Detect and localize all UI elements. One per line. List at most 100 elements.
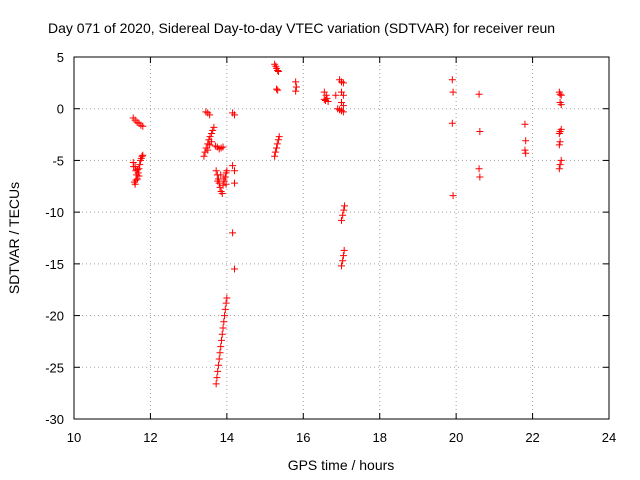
y-tick-label: -15: [45, 257, 64, 272]
x-tick-labels: 10 12 14 16 18 20 22 24: [67, 430, 616, 445]
data-point: [229, 229, 237, 237]
data-point: [556, 161, 564, 169]
data-point: [274, 67, 282, 75]
data-point: [274, 136, 282, 144]
x-tick-label: 10: [67, 430, 81, 445]
data-point: [217, 171, 225, 179]
data-point: [556, 138, 564, 146]
data-point: [557, 125, 565, 133]
data-point: [340, 206, 348, 214]
data-point: [557, 101, 565, 109]
data-point: [338, 99, 345, 107]
data-point: [219, 324, 227, 332]
data-point: [292, 87, 300, 95]
data-point: [135, 172, 143, 180]
data-point: [322, 91, 330, 99]
data-point: [219, 143, 227, 151]
data-point: [274, 86, 282, 94]
data-point: [206, 111, 214, 119]
data-point: [339, 102, 347, 110]
data-point: [231, 265, 238, 273]
data-point: [340, 246, 348, 254]
data-point: [218, 190, 226, 198]
data-point: [557, 91, 565, 99]
data-point: [475, 90, 483, 98]
data-point: [219, 181, 227, 189]
data-point: [133, 175, 141, 183]
x-tick-label: 24: [602, 430, 616, 445]
x-tick-label: 22: [525, 430, 539, 445]
data-point: [274, 66, 282, 74]
data-point: [133, 166, 141, 174]
y-tick-labels: -30 -25 -20 -15 -10 -5 0 5: [45, 50, 64, 427]
data-point: [557, 156, 565, 164]
data-point: [138, 152, 146, 160]
data-point: [221, 312, 229, 320]
data-point: [555, 141, 563, 149]
data-point: [338, 88, 345, 96]
x-tick-label: 20: [449, 430, 463, 445]
data-point: [275, 133, 283, 141]
plot-frame: [73, 56, 610, 420]
data-point: [231, 179, 238, 187]
data-point: [136, 161, 144, 169]
data-point: [292, 83, 300, 91]
y-tick-label: -30: [45, 412, 64, 427]
data-point: [556, 90, 564, 98]
data-point: [341, 202, 349, 210]
data-point: [522, 137, 530, 145]
data-point: [218, 336, 226, 344]
x-tick-label: 14: [220, 430, 234, 445]
y-tick-label: -5: [52, 153, 64, 168]
data-point: [555, 165, 563, 173]
data-point: [134, 169, 142, 177]
data-point: [273, 144, 281, 152]
data-point: [475, 165, 483, 173]
data-point: [449, 192, 457, 200]
data-point: [131, 180, 139, 188]
data-point: [476, 127, 484, 135]
data-point: [339, 91, 347, 99]
data-point: [212, 380, 220, 388]
y-tick-label: -25: [45, 360, 64, 375]
data-point: [206, 141, 214, 149]
data-point: [339, 257, 347, 265]
data-point: [216, 349, 224, 357]
data-point: [212, 167, 220, 175]
data-point: [215, 355, 223, 363]
data-point: [135, 165, 143, 173]
data-point: [339, 211, 347, 219]
data-point: [130, 163, 138, 171]
data-point: [271, 148, 279, 156]
data-point: [339, 252, 347, 260]
y-tick-label: -20: [45, 309, 64, 324]
data-point: [273, 85, 281, 93]
data-point: [338, 216, 345, 224]
x-tick-label: 12: [143, 430, 157, 445]
data-point: [271, 152, 279, 160]
data-point: [221, 305, 229, 313]
data-point: [214, 361, 222, 369]
data-point: [213, 374, 221, 382]
data-point: [229, 162, 237, 170]
chart-title: Day 071 of 2020, Sidereal Day-to-day VTE…: [48, 20, 555, 36]
data-point: [338, 262, 345, 270]
data-point: [222, 299, 230, 307]
data-point: [223, 294, 231, 302]
data-point: [217, 343, 225, 351]
data-point: [448, 76, 456, 84]
data-point: [222, 180, 230, 188]
data-point: [320, 95, 328, 103]
data-point: [320, 88, 328, 96]
data-point: [521, 146, 529, 154]
data-point: [273, 140, 281, 148]
data-point: [214, 367, 222, 375]
data-point: [132, 176, 140, 184]
data-point: [231, 111, 238, 119]
y-tick-label: 0: [57, 102, 64, 117]
data-point: [220, 318, 228, 326]
data-point: [448, 119, 456, 127]
data-point: [332, 91, 340, 99]
data-point: [324, 97, 332, 105]
